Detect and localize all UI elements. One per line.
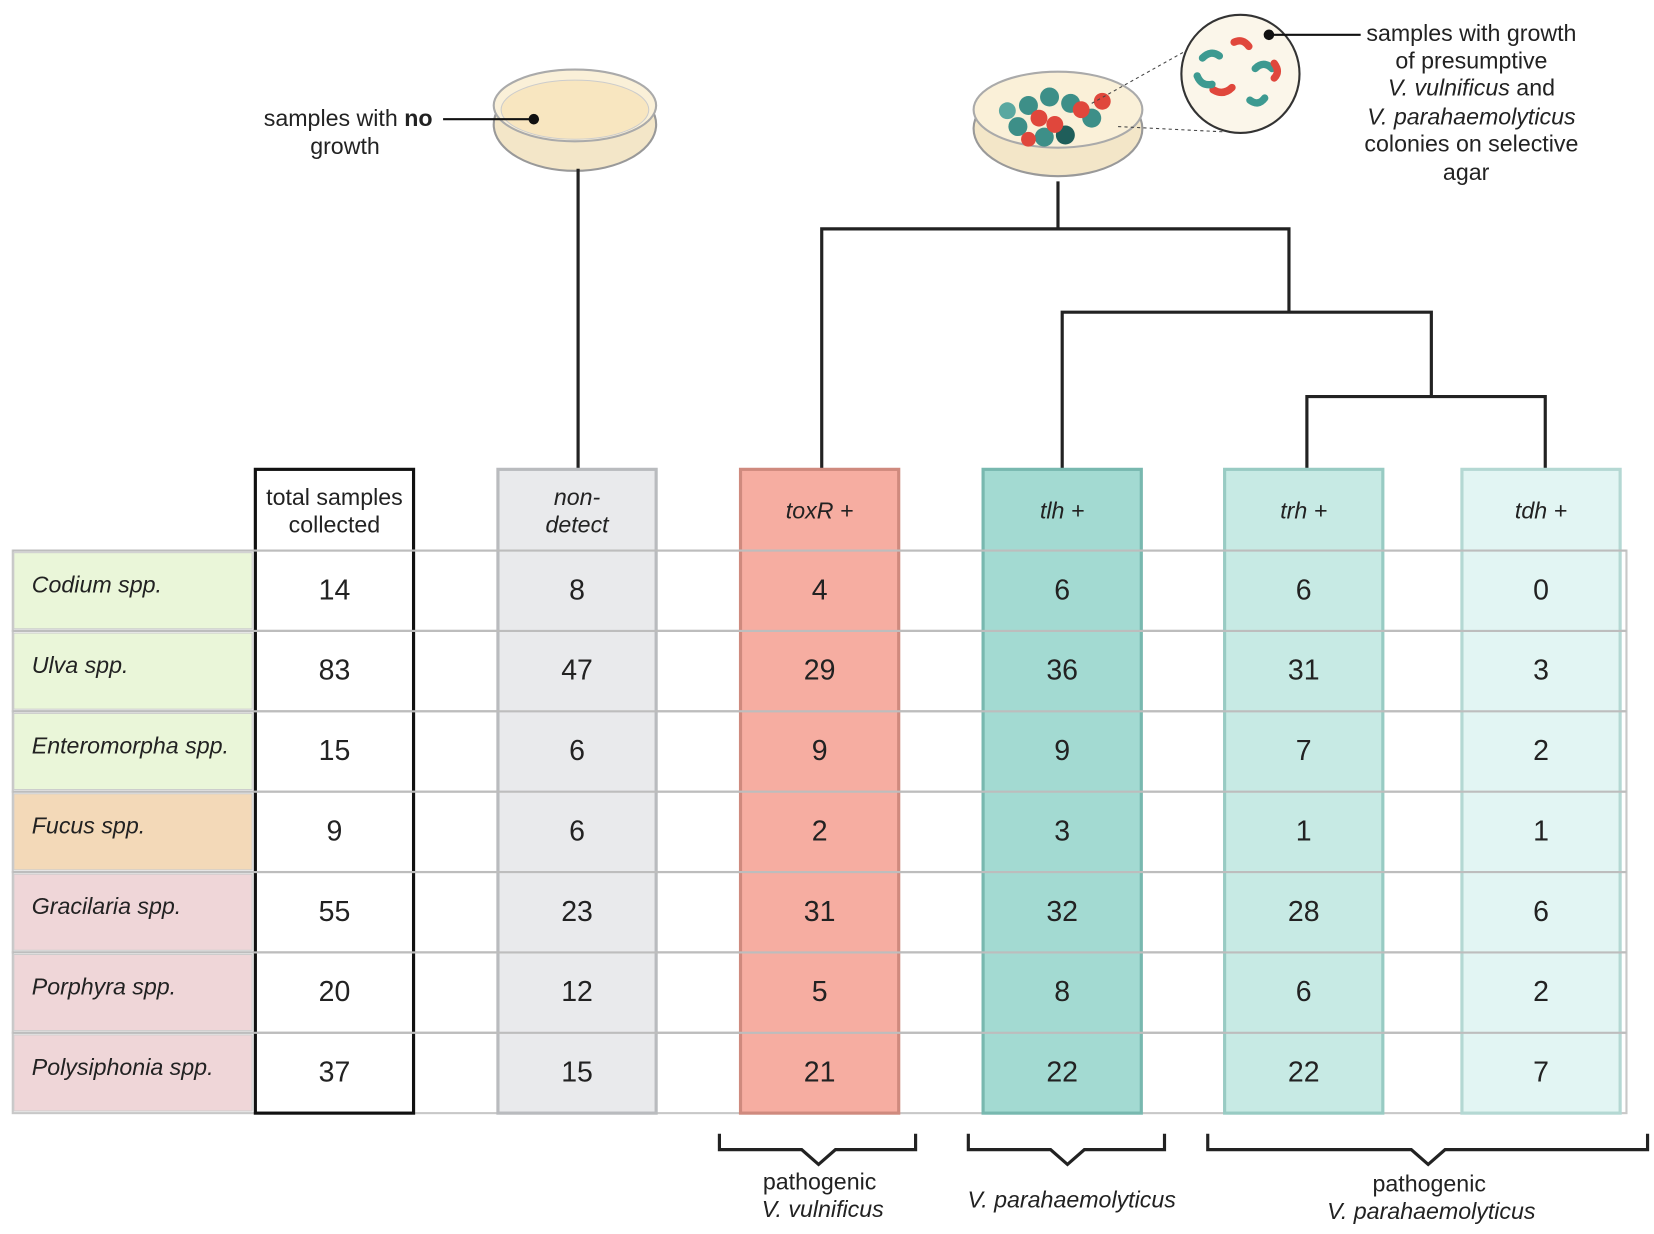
growth-label: samples with growth of presumptive V. vu… [1364,20,1578,185]
cell-value: 9 [327,815,343,847]
no-growth-label: growth [310,133,380,159]
cell-value: 55 [319,896,351,928]
row-name: Gracilaria spp. [32,893,182,919]
empty-dish [492,68,658,172]
name-cell [13,712,253,791]
cell-value: 21 [804,1057,836,1089]
column-header: trh + [1280,498,1327,524]
bracket-label: V. parahaemolyticus [968,1186,1177,1212]
cell-value: 29 [804,655,836,687]
cell-value: 3 [1054,815,1070,847]
name-cell [13,632,253,710]
cell-value: 6 [1296,976,1312,1008]
cell-value: 5 [812,976,828,1008]
cell-value: 4 [812,574,828,606]
cell-value: 47 [561,655,593,687]
cell-value: 2 [1533,976,1549,1008]
cell-value: 7 [1296,735,1312,767]
name-cell [13,1034,253,1112]
cell-value: 9 [1054,735,1070,767]
cell-value: 37 [319,1057,351,1089]
column-header: total samples [266,484,403,510]
cell-value: 6 [1533,896,1549,928]
tree [576,168,1547,470]
cell-value: 12 [561,976,593,1008]
brackets: pathogenic V. vulnificus V. parahaemolyt… [717,1133,1650,1224]
column-header: toxR + [786,498,854,524]
cell-value: 7 [1533,1057,1549,1089]
cell-value: 2 [1533,735,1549,767]
cell-value: 31 [1288,655,1320,687]
cell-value: 1 [1533,815,1549,847]
bracket-label: pathogenic [763,1168,876,1194]
cell-value: 6 [1054,574,1070,606]
bracket-label: V. parahaemolyticus [1327,1198,1536,1224]
row-name: Fucus spp. [32,813,145,839]
label-line: colonies on selective [1364,131,1578,157]
cell-value: 20 [319,976,351,1008]
cell-value: 28 [1288,896,1320,928]
cell-value: 9 [812,735,828,767]
cell-value: 22 [1288,1057,1320,1089]
name-cell [13,552,253,630]
cell-value: 36 [1046,655,1078,687]
label-line: V. parahaemolyticus [1367,103,1576,129]
column-header: tdh + [1515,498,1567,524]
cell-value: 8 [569,574,585,606]
row-name: Polysiphonia spp. [32,1054,214,1080]
bracket-label: V. vulnificus [762,1196,884,1222]
column-header: tlh + [1040,498,1084,524]
label-line: V. vulnificus and [1388,75,1555,101]
cell-value: 83 [319,655,351,687]
column-header: non- [554,484,601,510]
label-line: agar [1443,159,1490,185]
cell-value: 23 [561,896,593,928]
cell-value: 6 [569,815,585,847]
label-line: samples with growth [1366,20,1576,46]
cell-value: 0 [1533,574,1549,606]
cell-value: 15 [319,735,351,767]
cell-value: 6 [569,735,585,767]
column-header: detect [545,511,610,537]
cell-value: 15 [561,1057,593,1089]
label-line: of presumptive [1395,47,1547,73]
cell-value: 31 [804,896,836,928]
cell-value: 22 [1046,1057,1078,1089]
no-growth-label: samples with no [264,105,433,131]
row-name: Codium spp. [32,572,162,598]
bracket-label: pathogenic [1372,1171,1485,1197]
row-name: Porphyra spp. [32,973,176,999]
cell-value: 32 [1046,896,1078,928]
cell-value: 14 [319,574,351,606]
name-cell [13,873,253,951]
row-name: Ulva spp. [32,652,129,678]
cell-value: 8 [1054,976,1070,1008]
growth-dish [972,13,1301,178]
name-cell [13,793,253,871]
name-cell [13,953,253,1032]
column-header: collected [289,511,381,537]
cell-value: 6 [1296,574,1312,606]
cell-value: 2 [812,815,828,847]
cell-value: 1 [1296,815,1312,847]
cell-value: 3 [1533,655,1549,687]
row-name: Enteromorpha spp. [32,732,229,758]
